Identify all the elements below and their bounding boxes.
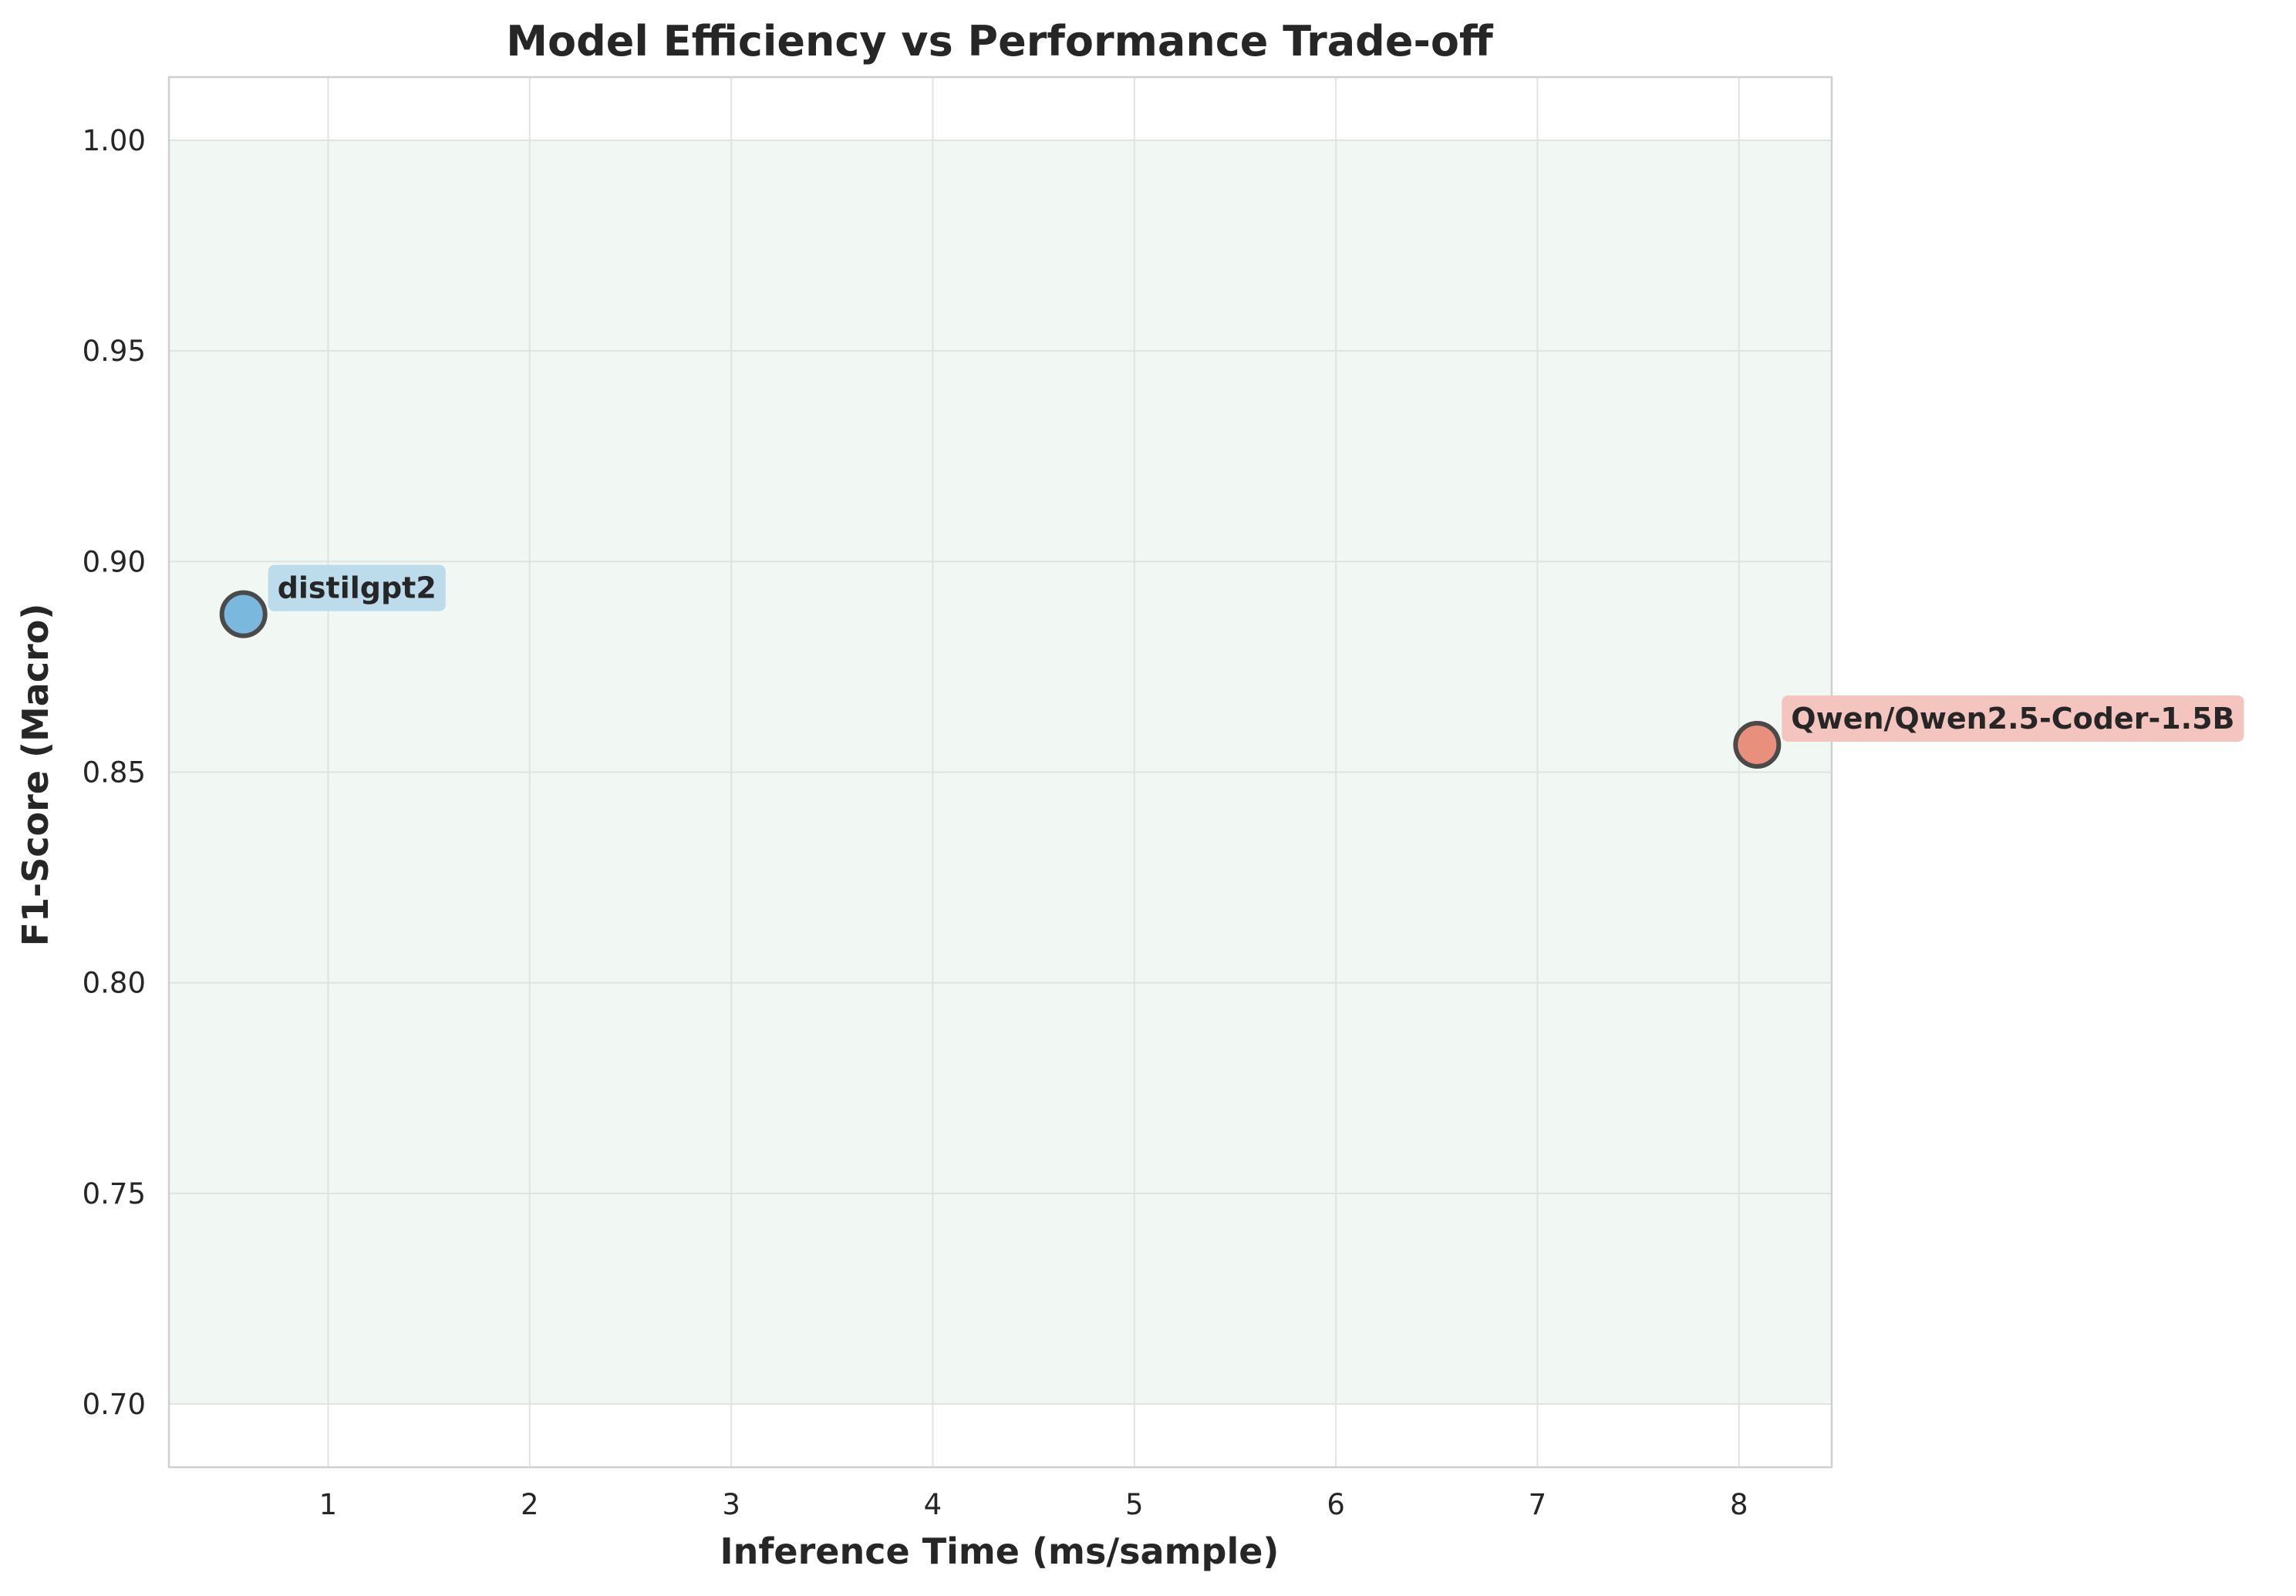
scatter-point bbox=[1733, 720, 1782, 769]
x-tick-label: 3 bbox=[722, 1488, 740, 1521]
chart-title: Model Efficiency vs Performance Trade-of… bbox=[506, 17, 1494, 66]
scatter-point bbox=[219, 590, 268, 638]
data-points: distilgpt2 Qwen/Qwen2.5-Coder-1.5B bbox=[219, 564, 2244, 769]
y-axis-ticks: 0.70 0.75 0.80 0.85 0.90 0.95 1.00 bbox=[83, 124, 146, 1421]
x-tick-label: 5 bbox=[1125, 1488, 1144, 1521]
x-tick-label: 7 bbox=[1529, 1488, 1547, 1521]
point-label-background bbox=[1782, 695, 2244, 742]
y-tick-label: 0.70 bbox=[83, 1388, 146, 1421]
point-label-background bbox=[268, 564, 446, 611]
x-tick-label: 4 bbox=[924, 1488, 942, 1521]
x-tick-label: 2 bbox=[521, 1488, 539, 1521]
x-tick-label: 8 bbox=[1730, 1488, 1748, 1521]
data-point-group: distilgpt2 bbox=[219, 564, 446, 638]
grid-lines bbox=[169, 77, 1832, 1467]
y-tick-label: 1.00 bbox=[83, 124, 146, 157]
point-label: Qwen/Qwen2.5-Coder-1.5B bbox=[1791, 702, 2234, 736]
data-point-group: Qwen/Qwen2.5-Coder-1.5B bbox=[1733, 695, 2244, 769]
x-axis-label: Inference Time (ms/sample) bbox=[720, 1530, 1279, 1572]
y-tick-label: 0.80 bbox=[83, 967, 146, 1000]
plot-frame bbox=[167, 76, 1833, 1469]
x-tick-label: 1 bbox=[319, 1488, 338, 1521]
y-tick-label: 0.75 bbox=[83, 1177, 146, 1210]
plot-area bbox=[167, 76, 1833, 1469]
x-axis-ticks: 1 2 3 4 5 6 7 8 bbox=[319, 1488, 1748, 1521]
y-tick-label: 0.90 bbox=[83, 545, 146, 578]
x-tick-label: 6 bbox=[1327, 1488, 1345, 1521]
y-axis-label: F1-Score (Macro) bbox=[15, 604, 56, 947]
y-tick-label: 0.95 bbox=[83, 335, 146, 368]
point-label: distilgpt2 bbox=[278, 571, 437, 605]
y-tick-label: 0.85 bbox=[83, 756, 146, 790]
